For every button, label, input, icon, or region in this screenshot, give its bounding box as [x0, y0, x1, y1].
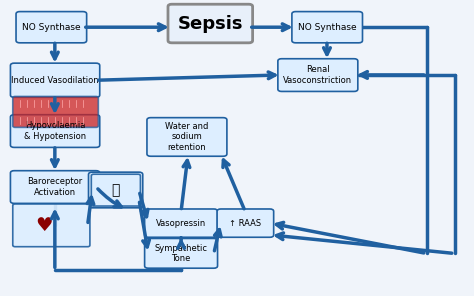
- FancyBboxPatch shape: [13, 204, 90, 247]
- FancyBboxPatch shape: [91, 174, 140, 206]
- Text: 🧠: 🧠: [112, 183, 120, 197]
- FancyBboxPatch shape: [10, 63, 100, 97]
- Text: Sepsis: Sepsis: [178, 15, 243, 33]
- Text: Induced Vasodilation: Induced Vasodilation: [11, 76, 99, 85]
- Text: Baroreceptor
Activation: Baroreceptor Activation: [27, 177, 82, 197]
- Text: ♥: ♥: [36, 216, 53, 235]
- Text: NO Synthase: NO Synthase: [22, 23, 81, 32]
- FancyBboxPatch shape: [89, 172, 143, 208]
- Text: Renal
Vasoconstriction: Renal Vasoconstriction: [283, 65, 352, 85]
- Text: Water and
sodium
retention: Water and sodium retention: [165, 122, 209, 152]
- Text: Sympathetic
Tone: Sympathetic Tone: [155, 244, 208, 263]
- FancyBboxPatch shape: [278, 59, 358, 91]
- FancyBboxPatch shape: [217, 209, 273, 237]
- FancyBboxPatch shape: [168, 4, 253, 43]
- FancyBboxPatch shape: [292, 12, 363, 43]
- Text: ↑ RAAS: ↑ RAAS: [229, 219, 262, 228]
- FancyBboxPatch shape: [10, 171, 100, 203]
- FancyBboxPatch shape: [145, 239, 218, 268]
- Text: Vasopressin: Vasopressin: [156, 219, 206, 228]
- Text: Hypovolaemia
& Hypotension: Hypovolaemia & Hypotension: [24, 121, 86, 141]
- Text: NO Synthase: NO Synthase: [298, 23, 356, 32]
- FancyBboxPatch shape: [13, 96, 98, 127]
- FancyBboxPatch shape: [145, 209, 218, 237]
- FancyBboxPatch shape: [16, 12, 87, 43]
- FancyBboxPatch shape: [10, 115, 100, 147]
- FancyBboxPatch shape: [147, 118, 227, 156]
